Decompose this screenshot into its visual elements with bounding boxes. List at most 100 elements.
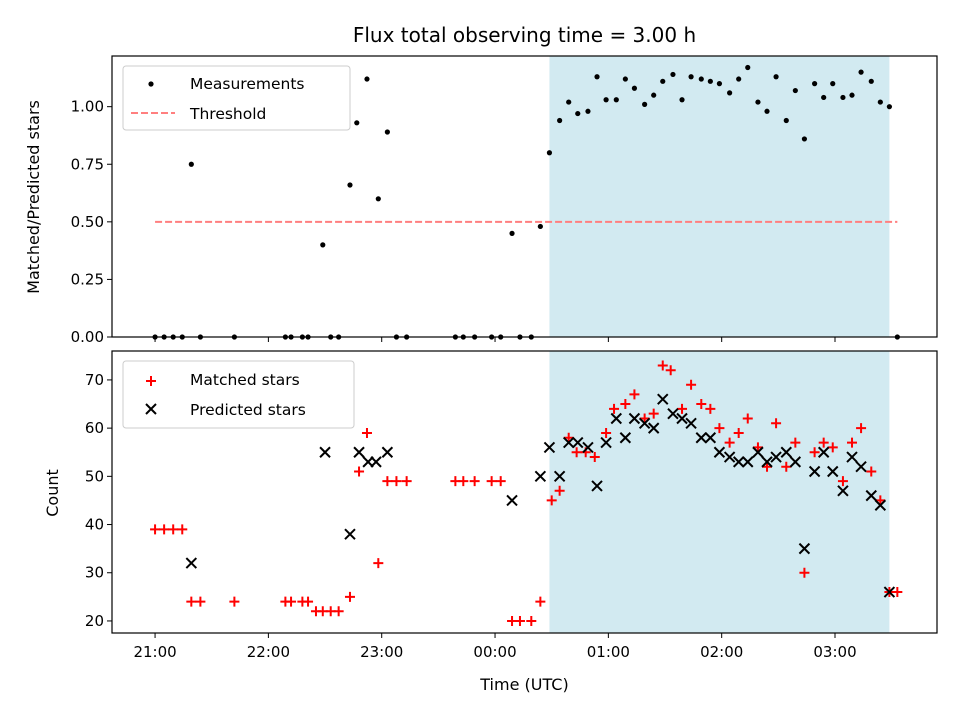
- predicted-star-point: [647, 422, 660, 434]
- predicted-star-point: [619, 432, 632, 444]
- matched-star-point: [303, 596, 314, 607]
- predicted-star-point: [344, 528, 356, 540]
- predicted-star-point: [837, 485, 849, 497]
- matched-star-point: [554, 485, 565, 496]
- predicted-star-point: [780, 446, 792, 458]
- top-observing-span: [549, 56, 890, 337]
- matched-star-point: [535, 596, 546, 607]
- top-ytick-label: 0.50: [71, 213, 104, 231]
- matched-star-point: [665, 365, 676, 376]
- matched-star-point: [382, 476, 393, 487]
- predicted-star-point: [713, 446, 726, 458]
- predicted-star-point: [319, 446, 331, 458]
- matched-star-point: [799, 567, 810, 578]
- predicted-star-point: [742, 456, 754, 468]
- measurement-point: [375, 196, 381, 202]
- measurement-point: [755, 99, 761, 105]
- matched-star-point: [639, 413, 650, 424]
- matched-star-point: [168, 524, 179, 535]
- matched-star-point: [752, 442, 763, 453]
- matched-star-point: [837, 476, 848, 487]
- matched-star-point: [629, 389, 640, 400]
- bottom-xtick-label: 01:00: [587, 643, 630, 661]
- matched-star-point: [391, 476, 402, 487]
- top-ytick-label: 1.00: [71, 98, 104, 116]
- predicted-star-point: [553, 470, 566, 483]
- measurement-point: [594, 74, 600, 80]
- predicted-star-point: [628, 412, 641, 425]
- legend-measurement-marker: [148, 81, 154, 87]
- predicted-star-point: [657, 393, 669, 405]
- predicted-star-point: [543, 441, 556, 454]
- matched-star-point: [469, 476, 480, 487]
- measurement-point: [537, 223, 543, 230]
- measurement-point: [585, 108, 591, 114]
- bottom-observing-span: [549, 351, 890, 633]
- measurement-point: [868, 78, 874, 84]
- top-ylabel: Matched/Predicted stars: [24, 100, 43, 294]
- matched-star-point: [458, 476, 469, 487]
- bottom-legend: Matched stars Predicted stars: [122, 360, 355, 429]
- measurement-point: [320, 242, 326, 248]
- bottom-xtick-label: 21:00: [133, 643, 176, 661]
- matched-star-point: [601, 427, 612, 438]
- bottom-ylabel: Count: [43, 469, 62, 517]
- matched-star-point: [827, 442, 838, 453]
- measurement-point: [347, 182, 353, 188]
- top-ytick-label: 0.25: [71, 270, 104, 288]
- top-ytick-label: 0.75: [71, 155, 104, 173]
- matched-star-point: [724, 437, 735, 448]
- measurement-point: [727, 90, 733, 96]
- measurement-point: [557, 117, 563, 124]
- legend-predicted-label: Predicted stars: [190, 401, 306, 419]
- measurement-point: [566, 99, 572, 105]
- predicted-star-point: [732, 456, 745, 468]
- legend-threshold-label: Threshold: [189, 105, 266, 123]
- bottom-ytick-label: 50: [85, 467, 104, 485]
- measurement-point: [830, 81, 836, 87]
- matched-star-point: [571, 447, 582, 458]
- measurement-point: [509, 230, 515, 236]
- matched-star-point: [563, 432, 574, 443]
- bottom-ytick-label: 30: [85, 564, 104, 582]
- matched-star-point: [195, 596, 206, 607]
- matched-star-point: [733, 427, 744, 438]
- measurement-point: [821, 94, 827, 101]
- bottom-ytick-label: 60: [85, 419, 104, 437]
- measurement-point: [688, 74, 694, 80]
- measurement-point: [354, 120, 360, 126]
- predicted-star-point: [789, 456, 802, 468]
- predicted-star-point: [798, 542, 811, 555]
- matched-star-point: [373, 558, 384, 569]
- measurement-point: [546, 150, 553, 156]
- matched-star-point: [866, 466, 877, 477]
- legend-matched-marker: [146, 376, 156, 386]
- predicted-star-point: [610, 412, 623, 425]
- predicted-star-point: [562, 436, 575, 449]
- predicted-star-point: [353, 446, 365, 458]
- measurement-point: [575, 110, 581, 117]
- measurement-point: [670, 71, 676, 78]
- predicted-star-point: [534, 470, 547, 483]
- measurement-point: [698, 76, 704, 82]
- matched-star-point: [847, 437, 858, 448]
- measurement-point: [188, 161, 194, 167]
- measurement-point: [849, 92, 855, 98]
- bottom-panel: 20 30 40 50 60 70 21:00 22:00 23:00 00:00 01:00 02:…: [43, 350, 938, 694]
- predicted-star-point: [370, 456, 382, 468]
- measurement-point: [736, 76, 742, 82]
- predicted-star-point: [723, 451, 736, 463]
- measurement-point: [622, 76, 628, 82]
- matched-star-point: [177, 524, 188, 535]
- predicted-star-point: [761, 456, 773, 468]
- matched-star-point: [771, 418, 782, 429]
- matched-star-point: [361, 427, 372, 438]
- matched-star-point: [589, 452, 600, 463]
- predicted-star-point: [695, 432, 707, 444]
- matched-star-point: [620, 399, 631, 410]
- legend-predicted-marker: [145, 403, 157, 415]
- measurement-point: [364, 76, 370, 82]
- predicted-star-point: [883, 586, 896, 598]
- bottom-xtick-label: 02:00: [700, 643, 743, 661]
